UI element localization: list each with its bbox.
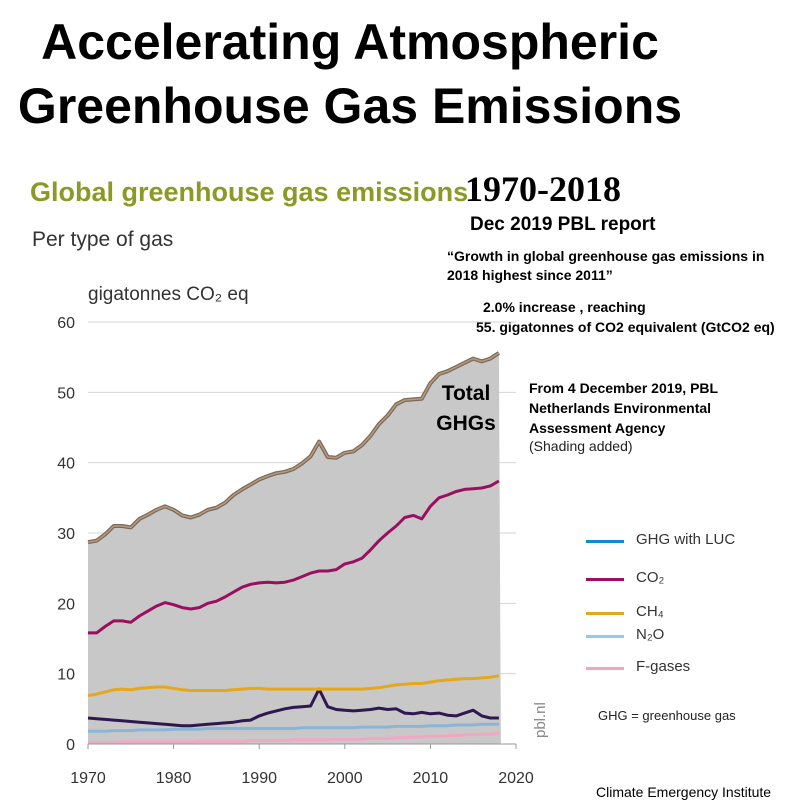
- main-title: Accelerating Atmospheric Greenhouse Gas …: [17, 14, 683, 134]
- legend-swatch: [586, 667, 624, 670]
- legend-label: CO₂: [636, 569, 665, 586]
- ghg-definition-note: GHG = greenhouse gas: [598, 708, 736, 723]
- increase-note: 2.0% increase , reaching: [483, 299, 646, 315]
- series-line: [88, 732, 500, 745]
- legend-label: F-gases: [636, 658, 691, 675]
- legend-swatch: [586, 612, 624, 615]
- legend-swatch: [586, 635, 624, 638]
- report-line: Dec 2019 PBL report: [470, 214, 656, 235]
- x-tick-label: 1970: [70, 770, 106, 787]
- series-line: [88, 722, 499, 733]
- legend-label: GHG with LUC: [636, 531, 736, 548]
- legend-label: CH₄: [636, 603, 664, 620]
- legend-swatch: [586, 578, 624, 581]
- reaching-note: 55. gigatonnes of CO2 equivalent (GtCO2 …: [476, 319, 775, 335]
- y-axis-unit-label: gigatonnes CO₂ eq: [88, 284, 249, 305]
- total-ghgs-annotation: Total GHGs: [436, 382, 496, 435]
- pbl-watermark: pbl.nl: [532, 702, 549, 738]
- x-tick-label: 1980: [156, 770, 192, 787]
- y-tick-label: 20: [57, 596, 75, 613]
- series-line: [87, 687, 499, 728]
- x-tick-label: 2010: [413, 770, 449, 787]
- footer-credit: Climate Emergency Institute: [596, 784, 772, 800]
- chart-title: Global greenhouse gas emissions: [30, 177, 469, 207]
- series-line: [87, 674, 500, 697]
- legend-label: N₂O: [636, 626, 665, 643]
- series-line-total-ghg-highlight: [87, 352, 500, 543]
- y-tick-label: 60: [57, 315, 75, 332]
- axis-ticks: 0 10 20 30 40 50 60 1970 1980 1990 2000 2010 2020: [57, 315, 534, 787]
- x-tick-label: 2020: [498, 770, 534, 787]
- y-tick-label: 10: [57, 667, 75, 684]
- legend-swatch: [586, 540, 624, 543]
- total-ghg-shading: [88, 352, 501, 744]
- y-tick-label: 50: [57, 385, 75, 402]
- shading-note: (Shading added): [529, 438, 633, 454]
- x-tick-label: 2000: [327, 770, 363, 787]
- source-note: From 4 December 2019, PBL Netherlands En…: [529, 380, 718, 436]
- report-quote: “Growth in global greenhouse gas emissio…: [447, 248, 765, 283]
- y-tick-label: 30: [57, 526, 75, 543]
- chart-subtitle: Per type of gas: [32, 228, 174, 251]
- x-tick-label: 1990: [241, 770, 277, 787]
- y-tick-label: 40: [57, 456, 75, 473]
- series-line: [88, 479, 500, 635]
- year-range: 1970-2018: [465, 169, 621, 209]
- y-tick-label: 0: [66, 737, 75, 754]
- series-lines: [87, 351, 501, 745]
